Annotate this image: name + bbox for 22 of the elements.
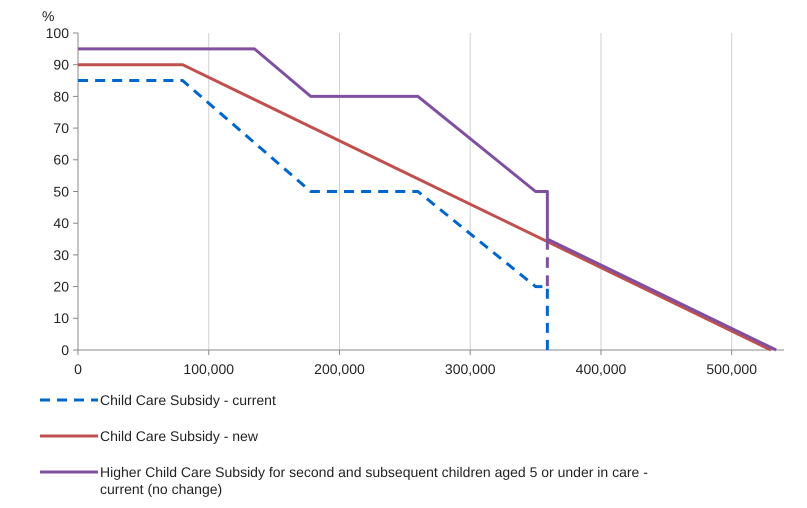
y-tick-label: 50 — [53, 183, 70, 200]
y-tick-label: 20 — [53, 278, 70, 294]
y-tick-label: 10 — [53, 310, 70, 326]
x-tick-label: 0 — [74, 361, 82, 377]
line-series — [76, 79, 549, 352]
x-tick-label: 400,000 — [576, 361, 626, 377]
y-tick-label: 100 — [46, 24, 70, 41]
x-tick-label: 500,000 — [706, 361, 758, 377]
y-tick-label: 30 — [53, 246, 70, 263]
y-tick-label: 40 — [53, 215, 70, 232]
x-tick-label: 300,000 — [444, 361, 496, 377]
legend-label: Higher Child Care Subsidy for second and subsequent children aged 5 or under in care - current (no change) — [100, 464, 648, 497]
y-tick-label: 60 — [53, 152, 70, 168]
legend-label: Child Care Subsidy - current — [100, 392, 276, 408]
y-axis-title: % — [42, 8, 54, 24]
y-tick-label: 0 — [61, 342, 70, 358]
y-tick-label: 80 — [53, 88, 70, 104]
y-tick-label: 90 — [53, 56, 70, 73]
x-tick-label: 100,000 — [183, 361, 234, 377]
y-tick-label: 70 — [53, 120, 70, 136]
x-tick-label: 200,000 — [314, 361, 365, 377]
legend-label: Child Care Subsidy - new — [100, 428, 259, 444]
